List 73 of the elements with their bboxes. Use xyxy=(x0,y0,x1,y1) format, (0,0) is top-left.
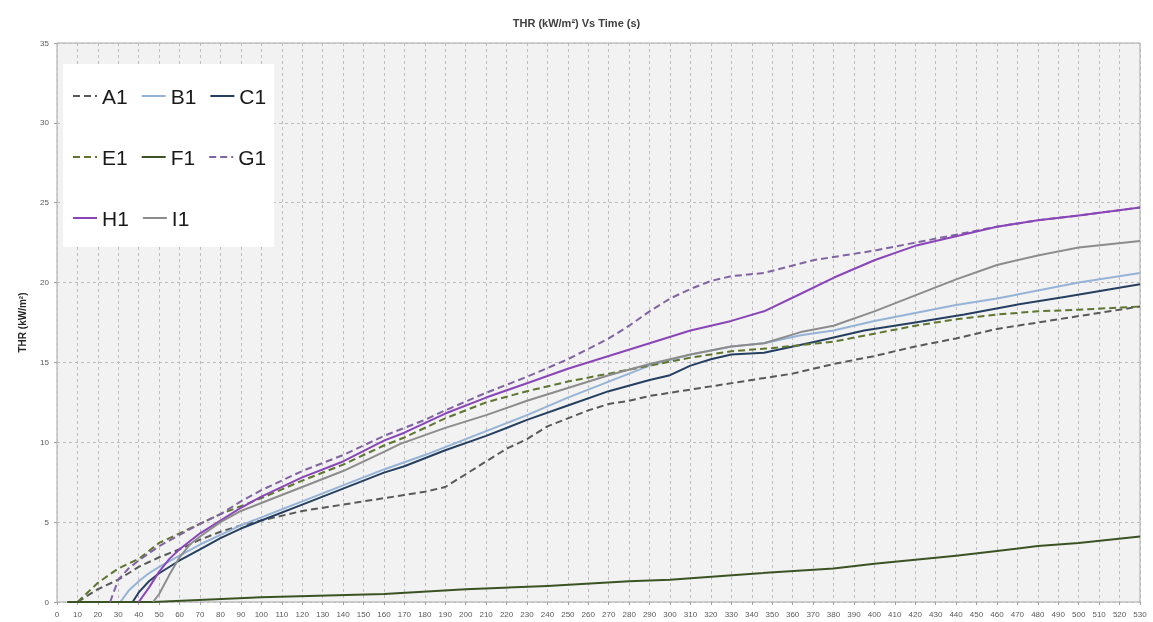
x-tick-label: 400 xyxy=(867,609,882,619)
x-tick-label: 250 xyxy=(561,609,576,619)
x-tick-label: 80 xyxy=(216,609,226,619)
x-tick-label: 110 xyxy=(275,609,289,619)
x-tick-label: 510 xyxy=(1092,609,1107,619)
x-tick-label: 300 xyxy=(663,609,678,619)
x-tick-label: 380 xyxy=(826,609,841,619)
x-tick-label: 370 xyxy=(806,609,821,619)
legend-label: H1 xyxy=(102,206,129,230)
x-tick-label: 500 xyxy=(1072,609,1086,619)
y-tick-label: 10 xyxy=(40,437,50,447)
y-tick-label: 35 xyxy=(40,38,50,48)
legend-label: A1 xyxy=(102,84,128,108)
legend-label: C1 xyxy=(239,84,267,108)
y-tick-label: 15 xyxy=(40,357,50,367)
y-tick-label: 5 xyxy=(44,517,50,527)
x-tick-label: 170 xyxy=(397,609,412,619)
x-tick-label: 490 xyxy=(1051,609,1066,619)
x-tick-label: 410 xyxy=(888,609,903,619)
x-tick-label: 120 xyxy=(295,609,310,619)
x-tick-label: 460 xyxy=(990,609,1005,619)
x-tick-label: 240 xyxy=(540,609,555,619)
x-tick-label: 130 xyxy=(315,609,330,619)
x-tick-label: 360 xyxy=(785,609,800,619)
y-axis-title: THR (kW/m²) xyxy=(16,292,28,353)
x-tick-label: 330 xyxy=(724,609,739,619)
x-tick-label: 340 xyxy=(745,609,759,619)
line-series xyxy=(66,535,1141,603)
chart-title: THR (kW/m²) Vs Time (s) xyxy=(512,16,641,29)
x-tick-label: 290 xyxy=(642,609,657,619)
x-tick-label: 450 xyxy=(969,609,984,619)
x-tick-label: 420 xyxy=(908,609,923,619)
y-tick-label: 25 xyxy=(40,198,50,208)
x-tick-label: 200 xyxy=(459,609,473,619)
legend-label: I1 xyxy=(171,206,190,230)
x-tick-label: 440 xyxy=(949,609,964,619)
x-tick-label: 390 xyxy=(847,609,862,619)
x-tick-label: 0 xyxy=(54,609,60,619)
x-tick-label: 260 xyxy=(581,609,596,619)
x-tick-label: 350 xyxy=(765,609,780,619)
x-tick-label: 150 xyxy=(356,609,371,619)
y-tick-label: 30 xyxy=(40,118,50,128)
x-tick-label: 480 xyxy=(1031,609,1046,619)
x-tick-label: 70 xyxy=(195,609,206,619)
legend-label: B1 xyxy=(170,84,197,108)
x-tick-label: 180 xyxy=(418,609,433,619)
x-tick-label: 230 xyxy=(520,609,535,619)
y-tick-label: 0 xyxy=(44,597,50,607)
legend-label: G1 xyxy=(238,145,267,169)
x-tick-label: 430 xyxy=(928,609,943,619)
y-tick-label: 20 xyxy=(40,278,50,288)
x-tick-label: 270 xyxy=(602,609,616,619)
x-tick-label: 160 xyxy=(377,609,392,619)
x-tick-label: 530 xyxy=(1133,609,1148,619)
x-tick-label: 210 xyxy=(479,609,494,619)
x-tick-label: 10 xyxy=(72,609,83,619)
x-tick-label: 320 xyxy=(704,609,719,619)
x-tick-label: 190 xyxy=(438,609,453,619)
legend-label: F1 xyxy=(170,145,196,169)
x-tick-label: 280 xyxy=(622,609,637,619)
x-tick-label: 50 xyxy=(154,609,165,619)
x-tick-label: 40 xyxy=(134,609,144,619)
x-tick-label: 140 xyxy=(336,609,351,619)
x-tick-label: 520 xyxy=(1112,609,1127,619)
x-tick-label: 60 xyxy=(175,609,185,619)
x-tick-label: 90 xyxy=(236,609,246,619)
x-tick-label: 20 xyxy=(93,609,103,619)
x-tick-label: 100 xyxy=(254,609,269,619)
legend-label: E1 xyxy=(102,145,128,169)
x-tick-label: 220 xyxy=(499,609,514,619)
x-tick-label: 30 xyxy=(113,609,124,619)
x-tick-label: 310 xyxy=(683,609,698,619)
x-tick-label: 470 xyxy=(1010,609,1025,619)
